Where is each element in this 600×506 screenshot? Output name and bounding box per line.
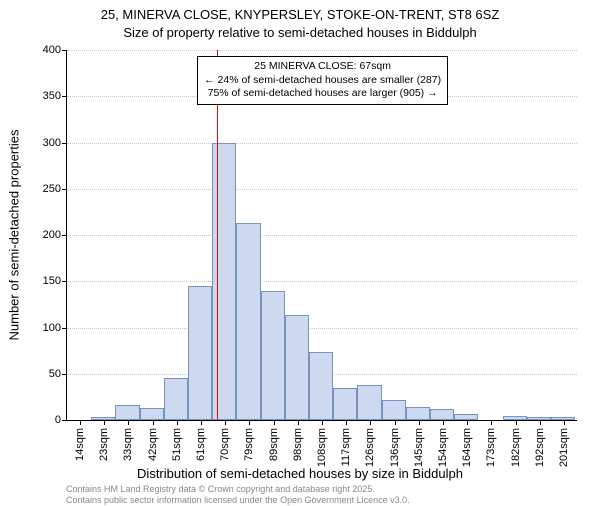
y-tick-label: 200: [43, 229, 67, 241]
x-tick-mark: [177, 420, 178, 425]
y-gridline: [67, 281, 577, 282]
x-tick-mark: [564, 420, 565, 425]
x-tick-mark: [419, 420, 420, 425]
x-tick-mark: [491, 420, 492, 425]
y-tick-label: 300: [43, 137, 67, 149]
x-tick-mark: [201, 420, 202, 425]
x-tick-label: 23sqm: [98, 428, 110, 461]
histogram-bar: [357, 385, 381, 420]
x-tick-label: 182sqm: [510, 428, 522, 467]
x-tick-mark: [298, 420, 299, 425]
title-line-2: Size of property relative to semi-detach…: [0, 24, 600, 42]
footer-line-1: Contains HM Land Registry data © Crown c…: [66, 484, 410, 495]
annotation-line-2: ← 24% of semi-detached houses are smalle…: [204, 74, 441, 88]
histogram-bar: [333, 388, 357, 420]
footer-attribution: Contains HM Land Registry data © Crown c…: [66, 484, 410, 506]
x-tick-label: 14sqm: [74, 428, 86, 461]
y-tick-label: 100: [43, 322, 67, 334]
histogram-bar: [430, 409, 454, 420]
x-tick-mark: [322, 420, 323, 425]
histogram-bar: [406, 407, 430, 420]
x-axis-label: Distribution of semi-detached houses by …: [0, 466, 600, 481]
y-tick-label: 350: [43, 90, 67, 102]
x-tick-label: 192sqm: [534, 428, 546, 467]
x-tick-mark: [346, 420, 347, 425]
x-tick-mark: [104, 420, 105, 425]
x-tick-label: 126sqm: [364, 428, 376, 467]
annotation-line-3: 75% of semi-detached houses are larger (…: [204, 87, 441, 101]
x-tick-label: 173sqm: [485, 428, 497, 467]
histogram-bar: [115, 405, 139, 420]
x-tick-mark: [443, 420, 444, 425]
x-tick-label: 201sqm: [558, 428, 570, 467]
y-gridline: [67, 235, 577, 236]
y-gridline: [67, 189, 577, 190]
title-line-1: 25, MINERVA CLOSE, KNYPERSLEY, STOKE-ON-…: [0, 6, 600, 24]
x-tick-label: 33sqm: [122, 428, 134, 461]
plot-area: 05010015020025030035040014sqm23sqm33sqm4…: [66, 50, 577, 421]
y-gridline: [67, 143, 577, 144]
y-tick-label: 50: [49, 368, 67, 380]
annotation-box: 25 MINERVA CLOSE: 67sqm ← 24% of semi-de…: [197, 56, 448, 105]
x-tick-label: 154sqm: [437, 428, 449, 467]
histogram-bar: [261, 291, 285, 421]
histogram-bar: [309, 352, 333, 420]
x-tick-label: 70sqm: [219, 428, 231, 461]
x-tick-mark: [274, 420, 275, 425]
histogram-bar: [164, 378, 188, 420]
y-tick-label: 250: [43, 183, 67, 195]
x-tick-label: 164sqm: [461, 428, 473, 467]
histogram-bar: [212, 143, 236, 421]
annotation-line-1: 25 MINERVA CLOSE: 67sqm: [204, 60, 441, 74]
y-gridline: [67, 50, 577, 51]
x-tick-mark: [370, 420, 371, 425]
x-tick-label: 108sqm: [316, 428, 328, 467]
x-tick-label: 42sqm: [147, 428, 159, 461]
x-tick-mark: [249, 420, 250, 425]
x-tick-label: 145sqm: [413, 428, 425, 467]
x-tick-label: 61sqm: [195, 428, 207, 461]
y-tick-label: 400: [43, 44, 67, 56]
histogram-bar: [285, 315, 309, 420]
y-tick-label: 150: [43, 275, 67, 287]
x-tick-mark: [128, 420, 129, 425]
x-tick-label: 89sqm: [268, 428, 280, 461]
histogram-chart: 25, MINERVA CLOSE, KNYPERSLEY, STOKE-ON-…: [0, 0, 600, 500]
x-tick-label: 117sqm: [340, 428, 352, 466]
x-tick-mark: [395, 420, 396, 425]
x-tick-mark: [540, 420, 541, 425]
chart-title: 25, MINERVA CLOSE, KNYPERSLEY, STOKE-ON-…: [0, 6, 600, 41]
x-tick-label: 79sqm: [243, 428, 255, 461]
histogram-bar: [140, 408, 164, 420]
x-tick-label: 98sqm: [292, 428, 304, 461]
y-gridline: [67, 328, 577, 329]
x-tick-mark: [80, 420, 81, 425]
x-tick-mark: [225, 420, 226, 425]
footer-line-2: Contains public sector information licen…: [66, 495, 410, 506]
x-tick-mark: [467, 420, 468, 425]
x-tick-label: 136sqm: [389, 428, 401, 467]
x-tick-mark: [516, 420, 517, 425]
histogram-bar: [188, 286, 212, 420]
y-axis-label: Number of semi-detached properties: [7, 130, 22, 341]
histogram-bar: [382, 400, 406, 420]
histogram-bar: [236, 223, 260, 420]
property-marker-line: [217, 50, 218, 420]
y-tick-label: 0: [55, 414, 67, 426]
x-tick-mark: [153, 420, 154, 425]
x-tick-label: 51sqm: [171, 428, 183, 461]
